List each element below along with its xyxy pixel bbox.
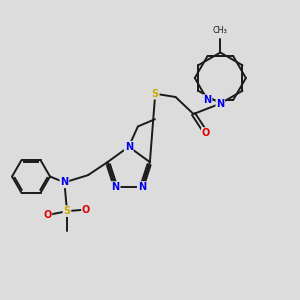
Text: O: O xyxy=(82,205,90,214)
Text: S: S xyxy=(63,206,70,216)
Text: S: S xyxy=(152,89,159,99)
Text: N: N xyxy=(112,182,120,192)
Text: N: N xyxy=(125,142,133,152)
Text: N: N xyxy=(138,182,146,192)
Text: O: O xyxy=(202,128,210,138)
Text: N: N xyxy=(216,98,224,109)
Text: N: N xyxy=(203,95,211,105)
Text: CH₃: CH₃ xyxy=(213,26,228,34)
Text: N: N xyxy=(60,177,68,188)
Text: O: O xyxy=(43,210,52,220)
